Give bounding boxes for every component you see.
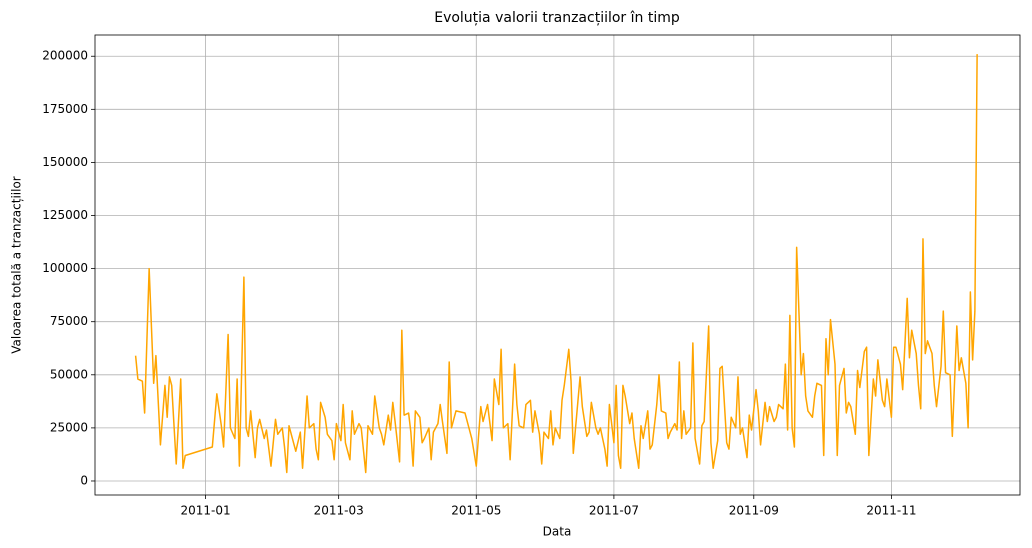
y-tick-label: 25000 [50,420,88,434]
y-tick-label: 125000 [42,208,88,222]
data-line [134,54,978,474]
y-axis-label: Valoarea totală a tranzacțiilor [10,176,24,354]
x-tick-label: 2011-09 [729,504,779,518]
x-tick-label: 2011-07 [589,504,639,518]
x-tick-label: 2011-03 [314,504,364,518]
y-tick-label: 100000 [42,261,88,275]
y-tick-label: 175000 [42,102,88,116]
y-tick-label: 0 [80,473,88,487]
y-tick-label: 200000 [42,49,88,63]
chart-title: Evoluția valorii tranzacțiilor în timp [434,10,680,26]
x-tick-label: 2011-05 [451,504,501,518]
y-tick-label: 75000 [50,314,88,328]
y-tick-label: 50000 [50,367,88,381]
x-tick-label: 2011-11 [866,504,916,518]
y-tick-label: 150000 [42,155,88,169]
x-axis-label: Data [543,525,572,539]
plot-frame [94,34,1021,496]
x-tick-label: 2011-01 [180,504,230,518]
